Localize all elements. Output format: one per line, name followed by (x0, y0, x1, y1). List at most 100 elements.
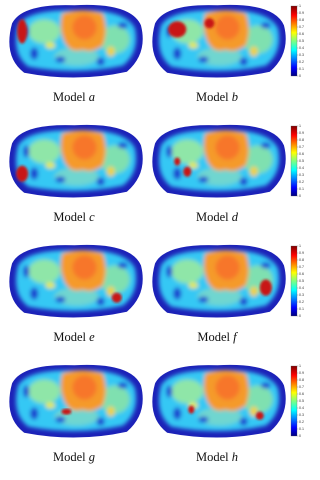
hot-spot (259, 279, 272, 296)
hot-spot (168, 21, 187, 38)
colorbar-gradient (290, 125, 298, 197)
colorbar-tick-label: 1 (299, 244, 301, 248)
heatmap-image (9, 5, 142, 78)
colorbar-tick-label: 0.1 (299, 67, 304, 71)
colorbar-tick-label: 0.4 (299, 166, 304, 170)
colorbar-tick-label: 0.7 (299, 25, 304, 29)
panel-label: Model f (197, 330, 238, 344)
heatmap-image (9, 125, 142, 198)
label-prefix: Model (196, 210, 229, 224)
colorbar-tick-label: 0.5 (299, 399, 304, 403)
label-prefix: Model (53, 450, 86, 464)
colorbar-tick-label: 0.7 (299, 265, 304, 269)
panel: Model e (9, 245, 142, 344)
panel: Model b (152, 5, 285, 104)
colorbar-tick-label: 0.6 (299, 152, 304, 156)
heatmap-image (9, 365, 142, 438)
colorbar-tick-label: 0.7 (299, 145, 304, 149)
colorbar-tick-label: 0 (299, 74, 301, 78)
colorbar-tick-label: 0.5 (299, 159, 304, 163)
hot-spots (111, 292, 122, 303)
colorbar-gradient (290, 245, 298, 317)
colorbar-gradient (290, 365, 298, 437)
colorbar-tick-label: 0.1 (299, 307, 304, 311)
label-letter: e (89, 330, 95, 344)
label-prefix: Model (53, 90, 86, 104)
panel-label: Model b (196, 90, 238, 104)
label-letter: g (89, 450, 95, 464)
label-prefix: Model (197, 330, 230, 344)
hot-spot (188, 405, 195, 414)
panel-label: Model e (53, 330, 95, 344)
colorbar: 1 0.9 0.8 0.7 0.6 0.5 0.4 0.3 0.2 0.1 0 (290, 244, 304, 318)
panel: Model a (9, 5, 142, 104)
colorbar: 1 0.9 0.8 0.7 0.6 0.5 0.4 0.3 0.2 0.1 0 (290, 364, 304, 438)
hot-spot (174, 157, 181, 166)
colorbar-tick-label: 0.4 (299, 46, 304, 50)
colorbar-tick-label: 1 (299, 4, 301, 8)
hot-spots (61, 408, 72, 415)
label-prefix: Model (53, 330, 86, 344)
colorbar-tick-label: 0.2 (299, 420, 304, 424)
colorbar: 1 0.9 0.8 0.7 0.6 0.5 0.4 0.3 0.2 0.1 0 (290, 124, 304, 198)
panel: Model h (152, 365, 285, 464)
colorbar-tick-label: 0.1 (299, 427, 304, 431)
colorbar-tick-label: 1 (299, 124, 301, 128)
colorbar: 1 0.9 0.8 0.7 0.6 0.5 0.4 0.3 0.2 0.1 0 (290, 4, 304, 78)
colorbar-tick-label: 0.9 (299, 131, 304, 135)
heatmap-image (9, 245, 142, 318)
colorbar-tick-label: 0.3 (299, 53, 304, 57)
hot-spot (16, 165, 29, 182)
colorbar-tick-label: 0.5 (299, 279, 304, 283)
label-letter: a (89, 90, 95, 104)
panel-label: Model c (53, 210, 95, 224)
colorbar-tick-label: 0.2 (299, 180, 304, 184)
panel-label: Model a (53, 90, 95, 104)
colorbar-tick-label: 0.6 (299, 32, 304, 36)
label-letter: f (233, 330, 238, 344)
label-letter: h (232, 450, 238, 464)
colorbar-tick-label: 0.7 (299, 385, 304, 389)
colorbar-tick-label: 0.4 (299, 286, 304, 290)
label-prefix: Model (196, 450, 229, 464)
panel: Model c (9, 125, 142, 224)
heatmap-image (152, 5, 285, 78)
colorbar-tick-label: 0.9 (299, 371, 304, 375)
hot-spot (111, 292, 122, 303)
panel-label: Model h (196, 450, 238, 464)
colorbar-tick-label: 0.6 (299, 392, 304, 396)
hot-spots (16, 165, 29, 182)
hot-spots (17, 19, 28, 44)
colorbar-tick-label: 0.3 (299, 173, 304, 177)
panel-label: Model d (196, 210, 239, 224)
colorbar-tick-label: 0 (299, 314, 301, 318)
hot-spots (188, 405, 264, 420)
colorbar-tick-label: 1 (299, 364, 301, 368)
colorbar-tick-label: 0.8 (299, 18, 304, 22)
colorbar-tick-label: 0.9 (299, 11, 304, 15)
heatmap-image (152, 125, 285, 198)
hot-spots (168, 18, 215, 38)
colorbar-tick-label: 0.5 (299, 39, 304, 43)
label-letter: d (232, 210, 239, 224)
hot-spots (174, 157, 192, 177)
label-prefix: Model (53, 210, 86, 224)
colorbar-tick-label: 0.2 (299, 60, 304, 64)
hot-spot (17, 19, 28, 44)
panel-label: Model g (53, 450, 95, 464)
hot-spot (183, 166, 192, 177)
hot-spot (204, 18, 215, 29)
hot-spots (259, 279, 272, 296)
colorbar-tick-label: 0.6 (299, 272, 304, 276)
colorbar-tick-label: 0 (299, 194, 301, 198)
label-letter: b (232, 90, 238, 104)
colorbar-tick-label: 0.2 (299, 300, 304, 304)
hot-spot (61, 408, 72, 415)
panel: Model d (152, 125, 285, 224)
colorbar-tick-label: 0.8 (299, 378, 304, 382)
hot-spot (255, 411, 264, 420)
colorbar-tick-label: 0.4 (299, 406, 304, 410)
colorbar-tick-label: 0.8 (299, 258, 304, 262)
colorbar-tick-label: 0.3 (299, 293, 304, 297)
